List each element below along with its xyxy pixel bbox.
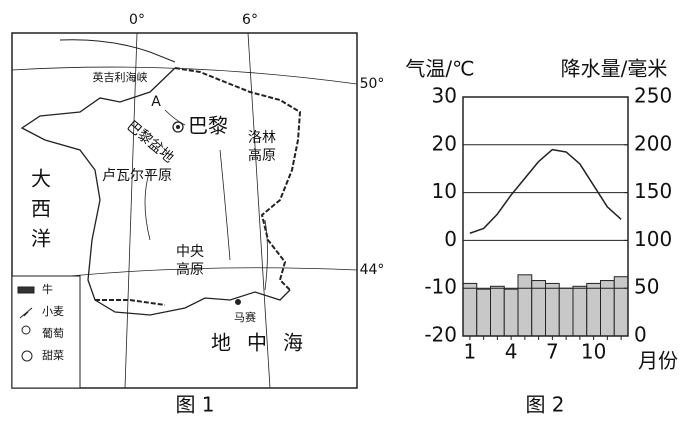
precip-bar bbox=[490, 285, 505, 337]
coast bbox=[59, 39, 176, 63]
map-label: 卢瓦尔平原 bbox=[102, 168, 172, 184]
map-label: 英吉利海峡 bbox=[93, 70, 148, 84]
temp-line bbox=[469, 148, 622, 234]
meridian-line bbox=[124, 32, 138, 389]
meridian-label: 6° bbox=[242, 12, 258, 28]
precip-bar bbox=[476, 288, 491, 337]
city-marker bbox=[176, 125, 180, 129]
y2-tick-label: 150 bbox=[634, 179, 672, 203]
precip-bar bbox=[517, 274, 533, 337]
y-tick-label: -20 bbox=[424, 323, 457, 347]
map-label: 洛林 bbox=[248, 130, 276, 146]
x-tick-label: 10 bbox=[581, 340, 606, 364]
caption: 图 2 bbox=[525, 393, 564, 417]
legend-icon bbox=[21, 325, 31, 335]
city-marker bbox=[172, 121, 184, 133]
y-tick-label: 30 bbox=[432, 84, 457, 108]
city-marker bbox=[235, 299, 241, 305]
y2-tick-label: 200 bbox=[634, 131, 672, 155]
caption: 图 1 bbox=[175, 393, 214, 417]
y2-tick-label: 250 bbox=[634, 84, 672, 108]
precip-bar bbox=[572, 285, 588, 337]
map-frame bbox=[11, 32, 358, 389]
legend-icon bbox=[19, 307, 33, 319]
map-label: 高原 bbox=[176, 261, 204, 278]
x-tick-label: 4 bbox=[505, 340, 518, 364]
y-tick-label: 20 bbox=[432, 131, 457, 155]
precip-bar bbox=[462, 282, 478, 337]
map bbox=[11, 32, 358, 389]
precip-bar bbox=[613, 276, 629, 337]
precip-bar bbox=[503, 288, 519, 337]
map-label: 高原 bbox=[248, 147, 276, 164]
meridian-label: 0° bbox=[129, 12, 145, 28]
climate-chart: -20 -10 0 10 20 30 0 50 100 150 200 250 1 4 7 10 气温/℃ 降水量… bbox=[405, 57, 678, 417]
map-label: 马赛 bbox=[234, 310, 256, 324]
y-tick-label: 10 bbox=[432, 179, 457, 203]
legend-icon bbox=[21, 350, 33, 362]
legend-label: 牛 bbox=[42, 282, 53, 296]
precip-bar bbox=[600, 280, 615, 337]
map-label: 大西洋 bbox=[28, 168, 52, 258]
y-axis-title: 气温/℃ bbox=[405, 57, 474, 81]
legend-icon bbox=[17, 286, 35, 294]
parallel-label: 50° bbox=[360, 76, 385, 92]
river bbox=[144, 109, 268, 291]
map-label: 巴黎 bbox=[188, 114, 228, 138]
y2-axis-title: 降水量/毫米 bbox=[561, 57, 668, 81]
map-label: A bbox=[151, 94, 161, 110]
x-tick-label: 7 bbox=[546, 340, 559, 364]
map-label: 中央 bbox=[176, 244, 204, 260]
map-label: 巴黎盆地 bbox=[123, 118, 176, 166]
y2-tick-label: 50 bbox=[634, 275, 659, 299]
legend-box bbox=[11, 275, 81, 389]
border bbox=[95, 299, 166, 306]
y-tick-label: 0 bbox=[444, 227, 457, 251]
precip-bar bbox=[545, 282, 560, 337]
y2-tick-label: 100 bbox=[634, 227, 672, 251]
plot-frame bbox=[462, 96, 629, 337]
border bbox=[174, 67, 302, 291]
legend-label: 小麦 bbox=[42, 305, 64, 318]
precip-bar bbox=[531, 280, 546, 337]
legend-label: 葡萄 bbox=[42, 327, 64, 340]
x-axis-title: 月份 bbox=[638, 349, 678, 373]
coastline bbox=[20, 67, 291, 316]
x-tick-label: 1 bbox=[464, 340, 477, 364]
y2-tick-label: 0 bbox=[634, 323, 647, 347]
parallel-label: 44° bbox=[360, 262, 385, 278]
legend-label: 甜菜 bbox=[42, 349, 64, 362]
y-tick-label: -10 bbox=[424, 275, 457, 299]
precip-bar bbox=[586, 282, 601, 337]
precip-bar bbox=[558, 287, 574, 337]
map-label: 地中海 bbox=[211, 331, 319, 355]
